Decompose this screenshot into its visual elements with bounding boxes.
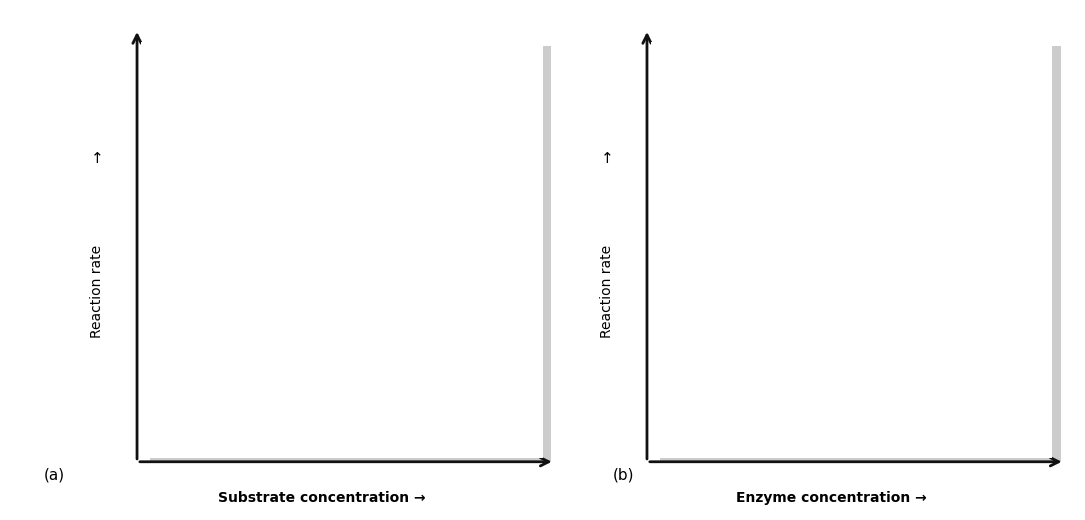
Text: Reaction rate: Reaction rate: [600, 244, 614, 338]
Text: ↑: ↑: [600, 151, 613, 165]
Text: (b): (b): [613, 468, 635, 483]
Text: Reaction rate: Reaction rate: [90, 244, 104, 338]
Text: Enzyme concentration →: Enzyme concentration →: [737, 491, 927, 505]
Text: (a): (a): [43, 468, 64, 483]
Text: ↑: ↑: [90, 151, 103, 165]
Text: Substrate concentration →: Substrate concentration →: [218, 491, 425, 505]
